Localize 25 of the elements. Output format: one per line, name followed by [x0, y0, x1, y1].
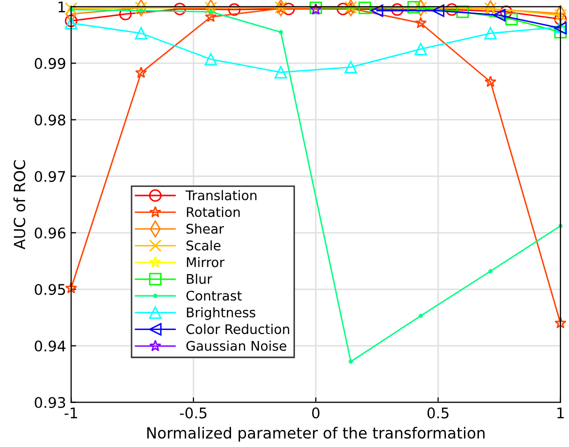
legend-label: Contrast [186, 290, 242, 301]
x-tick-label: -1 [64, 408, 78, 418]
y-tick-label: 0.94 [34, 340, 66, 352]
y-axis-title: AUC of ROC [13, 160, 26, 250]
legend-label: Blur [186, 274, 212, 284]
legend-label: Brightness [186, 307, 256, 320]
x-tick-label: 0 [312, 407, 320, 418]
y-tick-label: 1 [58, 2, 65, 12]
legend-label: Rotation [186, 206, 240, 218]
y-tick-label: 0.95 [34, 284, 65, 296]
legend-label: Mirror [186, 257, 225, 268]
legend-label: Gaussian Noise [186, 340, 286, 351]
legend-label: Shear [186, 224, 224, 234]
x-tick-label: 1 [557, 408, 564, 418]
y-tick-label: 0.98 [34, 114, 66, 126]
legend-label: Color Reduction [186, 324, 290, 334]
y-tick-label: 0.93 [34, 397, 66, 408]
x-axis-title: Normalized parameter of the transformation [147, 426, 485, 442]
x-tick-label: -0.5 [180, 407, 206, 418]
legend-label: Scale [186, 240, 220, 250]
x-tick-label: 0.5 [427, 407, 448, 418]
y-tick-label: 0.96 [34, 227, 66, 239]
y-tick-label: 0.99 [34, 58, 66, 69]
y-tick-label: 0.97 [34, 170, 66, 182]
legend-label: Translation [186, 190, 256, 200]
